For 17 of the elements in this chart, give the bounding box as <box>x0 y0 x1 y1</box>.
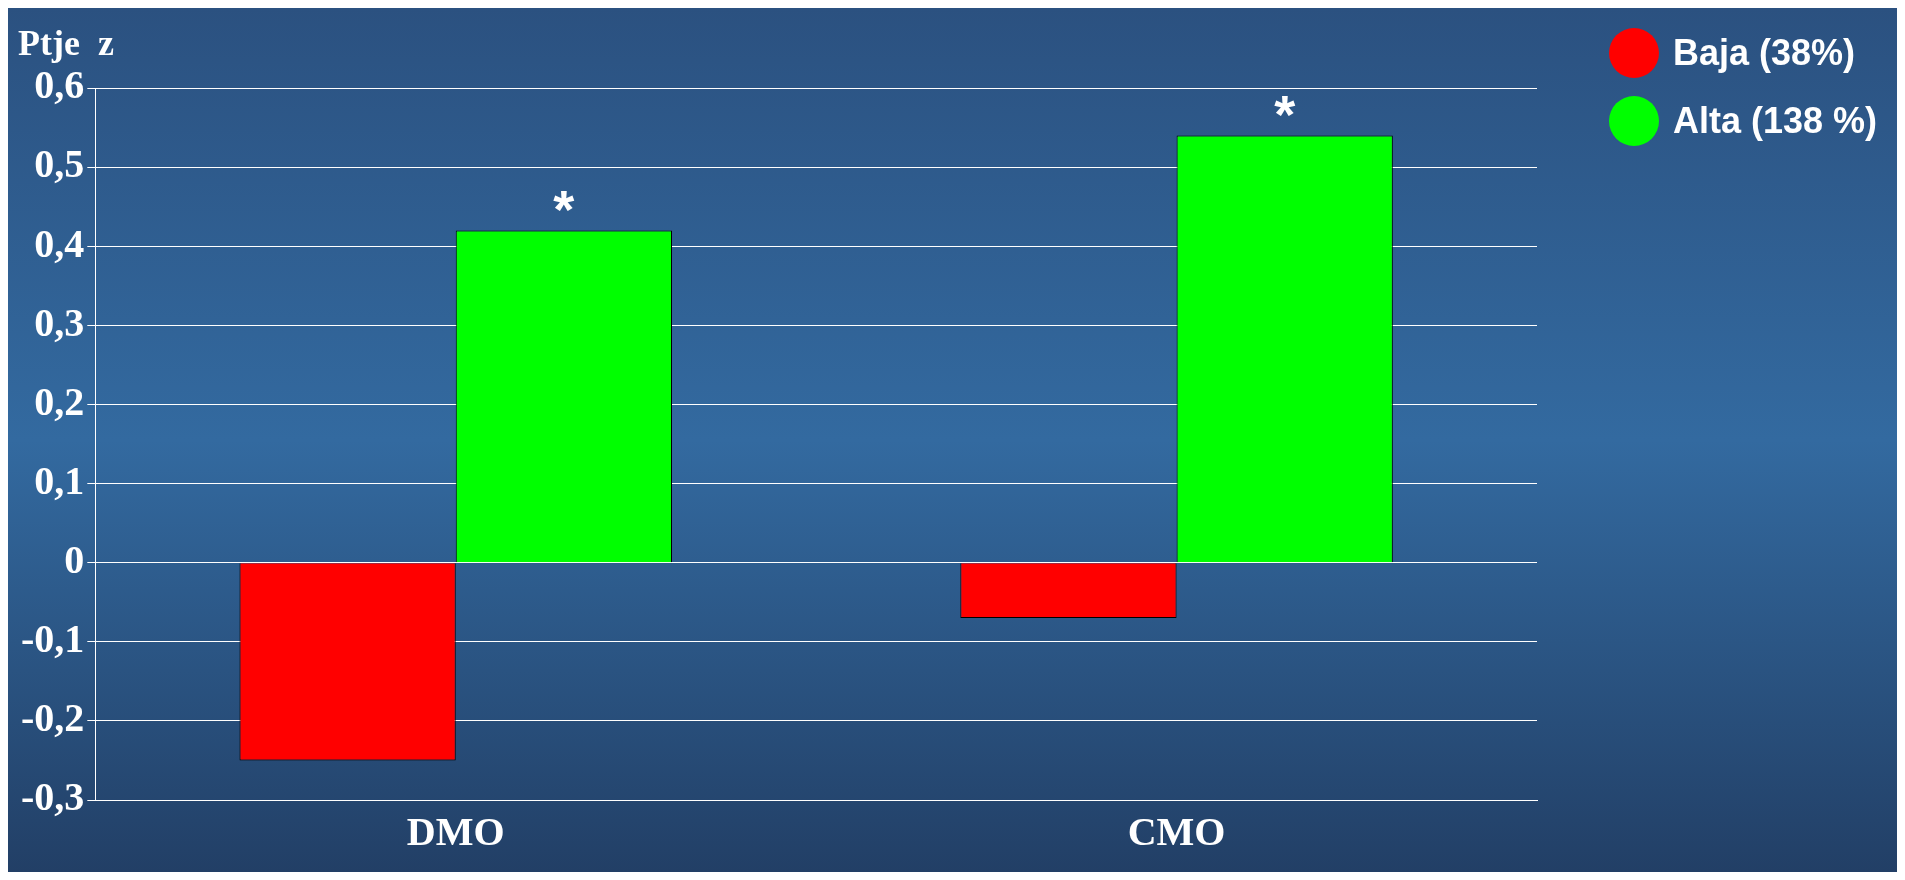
y-axis-title: Ptje z <box>18 23 114 64</box>
legend-label: Baja (38%) <box>1672 32 1855 74</box>
y-tick-label: 0 <box>64 536 85 582</box>
y-tick-label: 0,6 <box>34 62 85 108</box>
y-tick-label: 0,3 <box>34 299 85 345</box>
y-tick-label: -0,3 <box>20 774 85 820</box>
y-tick-label: 0,1 <box>34 457 85 503</box>
y-tick-label: 0,4 <box>34 220 85 266</box>
annotation: * <box>1274 84 1296 145</box>
y-tick-label: -0,1 <box>20 616 85 662</box>
y-tick-label: -0,2 <box>20 695 85 741</box>
x-tick-label: CMO <box>1127 809 1226 855</box>
y-tick-label: 0,2 <box>34 378 85 424</box>
legend-label: Alta (138 %) <box>1672 100 1877 142</box>
y-tick-label: 0,5 <box>34 141 85 187</box>
annotation: * <box>553 179 575 240</box>
x-tick-label: DMO <box>406 809 505 855</box>
